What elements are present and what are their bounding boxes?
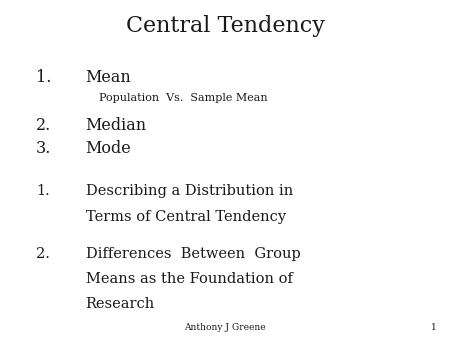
Text: 1.: 1. bbox=[36, 69, 51, 86]
Text: 2.: 2. bbox=[36, 117, 51, 134]
Text: Describing a Distribution in: Describing a Distribution in bbox=[86, 184, 293, 198]
Text: Research: Research bbox=[86, 297, 155, 311]
Text: Population  Vs.  Sample Mean: Population Vs. Sample Mean bbox=[99, 93, 268, 103]
Text: Median: Median bbox=[86, 117, 147, 134]
Text: 2.: 2. bbox=[36, 247, 50, 261]
Text: Terms of Central Tendency: Terms of Central Tendency bbox=[86, 210, 286, 223]
Text: 1.: 1. bbox=[36, 184, 50, 198]
Text: 1: 1 bbox=[431, 323, 436, 332]
Text: 3.: 3. bbox=[36, 140, 51, 157]
Text: Means as the Foundation of: Means as the Foundation of bbox=[86, 272, 292, 286]
Text: Differences  Between  Group: Differences Between Group bbox=[86, 247, 300, 261]
Text: Central Tendency: Central Tendency bbox=[126, 15, 324, 37]
Text: Anthony J Greene: Anthony J Greene bbox=[184, 323, 266, 332]
Text: Mode: Mode bbox=[86, 140, 131, 157]
Text: Mean: Mean bbox=[86, 69, 131, 86]
